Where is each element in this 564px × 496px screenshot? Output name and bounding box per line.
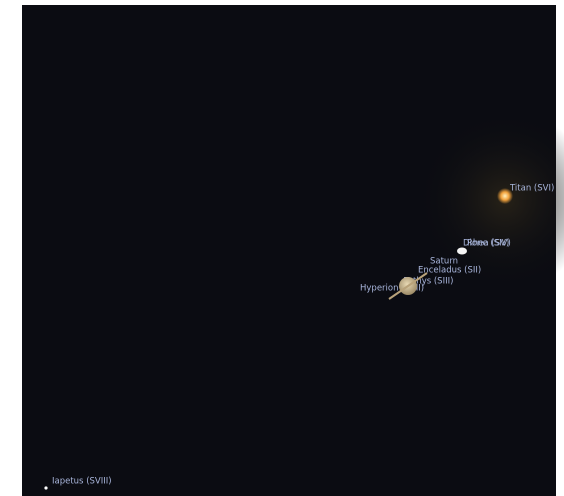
sky-view: Titan (SVI) Dione (SIV) Rhea (SV) Saturn… <box>0 0 564 496</box>
moon-label: Titan (SVI) <box>509 184 554 194</box>
page: Titan (SVI) Dione (SIV) Rhea (SV) Saturn… <box>0 0 564 496</box>
dione-rhea <box>457 248 467 255</box>
moon-label: Enceladus (SII) <box>418 266 481 276</box>
iapetus <box>44 486 47 489</box>
moon-label: Rhea (SV) <box>467 239 509 249</box>
moon-label: Iapetus (SVIII) <box>52 477 112 487</box>
